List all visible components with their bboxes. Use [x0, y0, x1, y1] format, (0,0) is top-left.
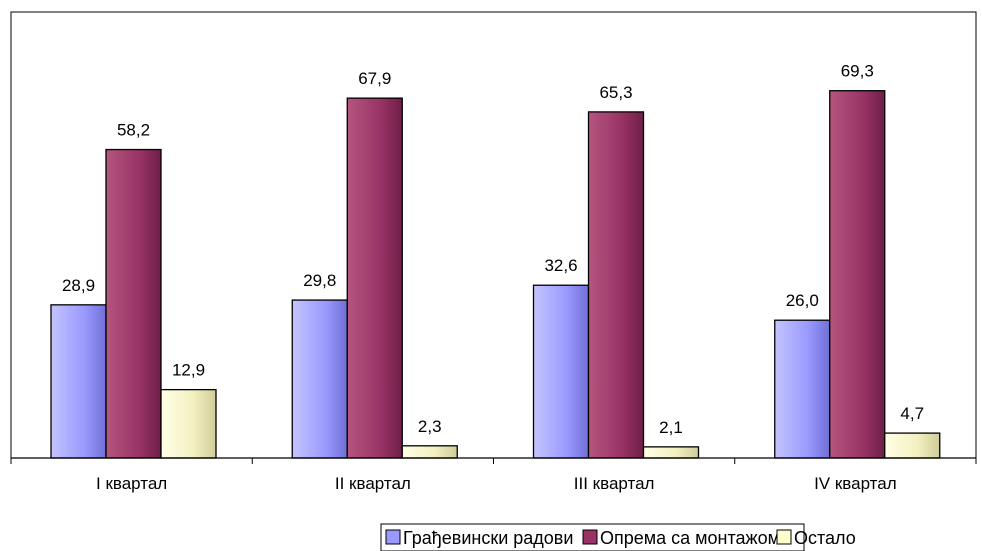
legend-swatch-3 — [776, 529, 792, 545]
data-label-2-1: 58,2 — [117, 121, 150, 140]
data-label-2-3: 65,3 — [599, 83, 632, 102]
data-label-1-2: 29,8 — [303, 271, 336, 290]
bar-1-3 — [532, 284, 590, 459]
bar-3-2 — [401, 445, 458, 459]
bar-1-2 — [291, 299, 348, 459]
legend-label-3: Остало — [794, 528, 856, 548]
data-label-1-4: 26,0 — [786, 291, 819, 310]
bar-3-3 — [642, 446, 700, 459]
data-label-3-3: 2,1 — [659, 418, 683, 437]
x-tick-label-3: III квартал — [574, 474, 655, 493]
bar-2-1 — [105, 148, 162, 459]
x-tick-label-4: IV квартал — [814, 474, 897, 493]
data-label-3-2: 2,3 — [418, 417, 442, 436]
legend-label-1: Грађевински радови — [403, 528, 573, 548]
legend-swatch-1 — [385, 529, 401, 545]
data-label-1-1: 28,9 — [62, 276, 95, 295]
bar-1-4 — [774, 319, 831, 459]
bar-3-4 — [884, 432, 941, 459]
x-tick-label-2: II квартал — [335, 474, 411, 493]
bar-2-3 — [587, 111, 645, 459]
data-label-2-4: 69,3 — [841, 62, 874, 81]
x-tick-label-1: I квартал — [96, 474, 167, 493]
bar-1-1 — [50, 304, 107, 459]
legend-label-2: Опрема са монтажом — [600, 528, 780, 548]
data-label-2-2: 67,9 — [358, 69, 391, 88]
data-label-3-4: 4,7 — [900, 404, 924, 423]
bar-2-2 — [346, 97, 403, 459]
legend-swatch-2 — [582, 529, 598, 545]
bar-2-4 — [829, 90, 886, 459]
data-label-1-3: 32,6 — [544, 256, 577, 275]
bar-3-1 — [160, 388, 217, 459]
data-label-3-1: 12,9 — [172, 361, 205, 380]
